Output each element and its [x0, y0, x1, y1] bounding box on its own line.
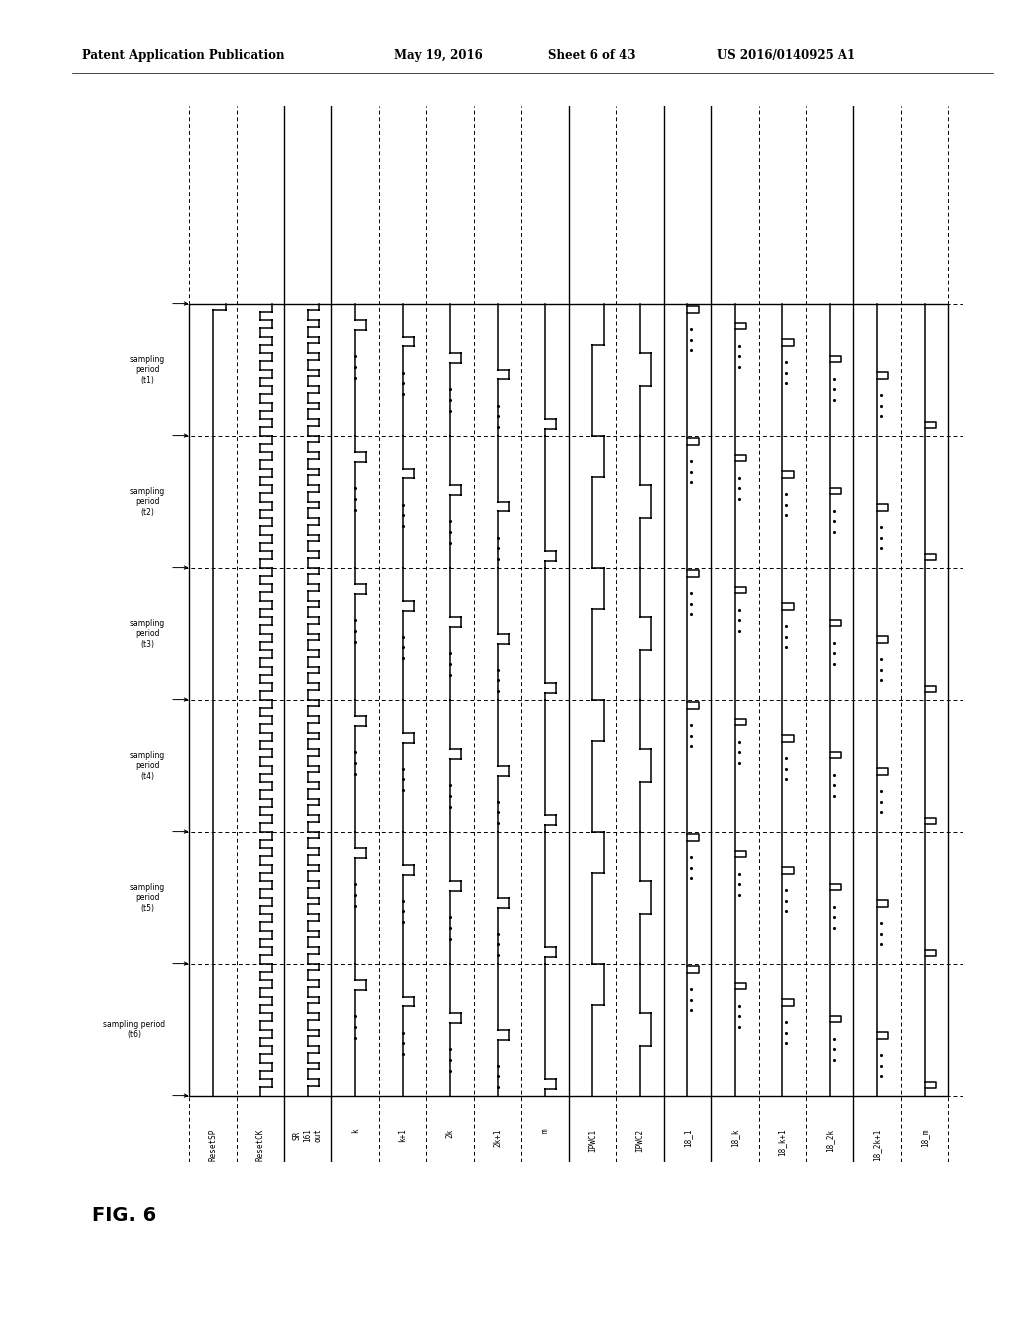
Text: sampling
period
(t4): sampling period (t4) — [130, 751, 165, 780]
Text: sampling
period
(t1): sampling period (t1) — [130, 355, 165, 384]
Text: ResetCK: ResetCK — [256, 1129, 265, 1162]
Text: 18_1: 18_1 — [683, 1129, 692, 1147]
Text: Sheet 6 of 43: Sheet 6 of 43 — [548, 49, 635, 62]
Text: FIG. 6: FIG. 6 — [92, 1206, 157, 1225]
Text: 18_k: 18_k — [730, 1129, 739, 1147]
Text: 18_k+1: 18_k+1 — [778, 1129, 786, 1156]
Text: 18_2k+1: 18_2k+1 — [872, 1129, 882, 1162]
Text: SR
161
out: SR 161 out — [293, 1129, 323, 1143]
Bar — [189, 304, 948, 1096]
Text: IPWC2: IPWC2 — [635, 1129, 644, 1152]
Text: sampling
period
(t2): sampling period (t2) — [130, 487, 165, 516]
Text: ResetSP: ResetSP — [208, 1129, 217, 1162]
Text: 2k+1: 2k+1 — [493, 1129, 502, 1147]
Text: sampling period
(t6): sampling period (t6) — [103, 1020, 165, 1039]
Text: k+1: k+1 — [398, 1129, 408, 1143]
Text: 18_m: 18_m — [921, 1129, 929, 1147]
Text: m: m — [541, 1129, 550, 1134]
Text: May 19, 2016: May 19, 2016 — [394, 49, 483, 62]
Text: k: k — [350, 1129, 359, 1134]
Text: US 2016/0140925 A1: US 2016/0140925 A1 — [717, 49, 855, 62]
Text: 2k: 2k — [445, 1129, 455, 1138]
Text: Patent Application Publication: Patent Application Publication — [82, 49, 285, 62]
Text: 18_2k: 18_2k — [825, 1129, 835, 1152]
Text: IPWC1: IPWC1 — [588, 1129, 597, 1152]
Text: sampling
period
(t3): sampling period (t3) — [130, 619, 165, 648]
Text: sampling
period
(t5): sampling period (t5) — [130, 883, 165, 912]
